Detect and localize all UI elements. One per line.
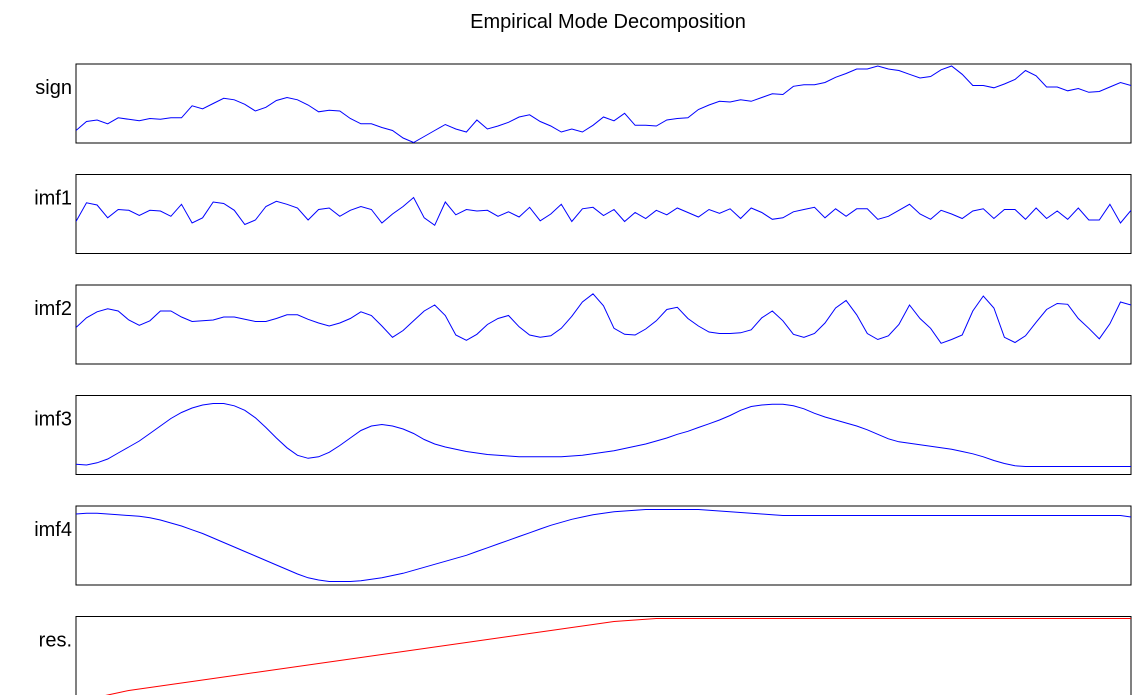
chart-title: Empirical Mode Decomposition xyxy=(470,11,746,33)
panel-imf2 xyxy=(75,284,1132,365)
panel-label-imf3: imf3 xyxy=(34,409,72,431)
panel-sign xyxy=(75,63,1132,144)
series-line-imf1 xyxy=(76,196,1131,227)
panel-imf4 xyxy=(75,505,1132,586)
panel-label-imf2: imf2 xyxy=(34,298,72,320)
panel-label-imf4: imf4 xyxy=(34,519,72,541)
series-line-imf2 xyxy=(76,293,1131,344)
panel-imf3 xyxy=(75,395,1132,475)
series-line-imf3 xyxy=(76,403,1131,467)
panel-label-imf1: imf1 xyxy=(34,188,72,210)
panel-imf1 xyxy=(75,174,1132,254)
panel-label-sign: sign xyxy=(35,77,72,99)
series-line-sign xyxy=(76,65,1131,143)
series-line-imf4 xyxy=(76,509,1131,582)
panels-group: sign imf1 imf2 imf3 imf4 res. xyxy=(34,63,1132,695)
series-line-res xyxy=(105,618,1131,695)
panel-label-res: res. xyxy=(39,630,72,652)
panel-res xyxy=(75,616,1132,695)
